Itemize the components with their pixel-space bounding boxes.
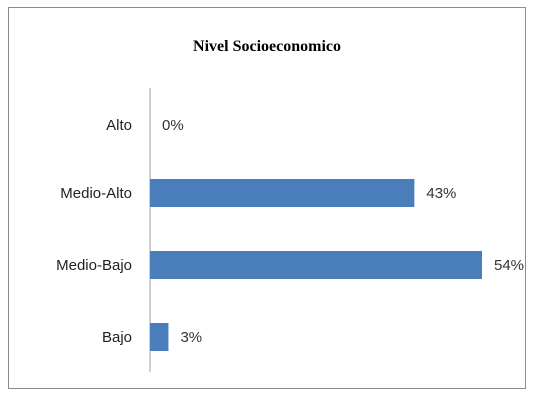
value-label-alto: 0% <box>162 117 184 134</box>
value-label-bajo: 3% <box>180 329 202 346</box>
category-label-bajo: Bajo <box>102 329 132 346</box>
bar-bajo <box>150 323 169 351</box>
value-label-medio-alto: 43% <box>426 185 456 202</box>
category-label-medio-bajo: Medio-Bajo <box>56 257 132 274</box>
category-label-alto: Alto <box>106 117 132 134</box>
bar-medio-bajo <box>150 251 482 279</box>
chart-title: Nivel Socioeconomico <box>193 38 341 55</box>
value-label-medio-bajo: 54% <box>494 257 524 274</box>
category-label-medio-alto: Medio-Alto <box>60 185 132 202</box>
bar-medio-alto <box>150 179 415 207</box>
